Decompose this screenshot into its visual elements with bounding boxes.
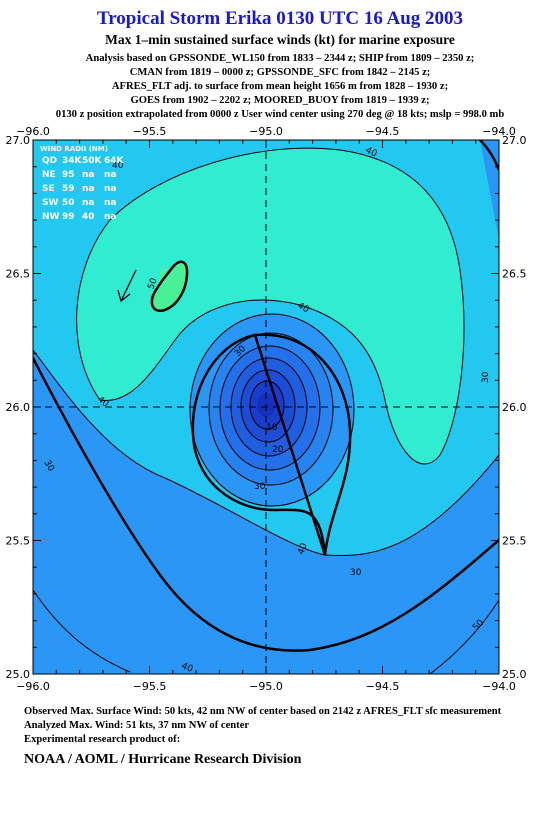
contour-lines xyxy=(33,140,499,674)
y-tick-label-left: 25.5 xyxy=(6,535,31,548)
x-tick-label-bottom: −94.0 xyxy=(482,680,516,693)
observed-max-wind: Observed Max. Surface Wind: 50 kts, 42 n… xyxy=(24,706,502,717)
contour-label: 10 xyxy=(266,423,278,433)
wind-radii-column: 64K xyxy=(104,156,125,166)
analysis-line-4: GOES from 1902 – 2202 z; MOORED_BUOY fro… xyxy=(130,95,430,106)
y-tick-label-left: 26.0 xyxy=(6,401,31,414)
contour-label: 40 xyxy=(180,661,194,674)
wind-radii-cell: 59 xyxy=(62,184,75,194)
wind-radii-cell: na xyxy=(104,170,116,180)
wind-radii-cell: 95 xyxy=(62,170,75,180)
x-tick-label-top: −96.0 xyxy=(16,125,50,138)
x-tick-label-bottom: −96.0 xyxy=(16,680,50,693)
storm-core xyxy=(190,314,354,506)
wind-radii-cell: na xyxy=(104,198,116,208)
y-tick-label-left: 25.0 xyxy=(6,668,31,681)
x-tick-label-top: −95.0 xyxy=(249,125,283,138)
wind-radii-cell: 50 xyxy=(62,198,75,208)
x-tick-label-top: −94.0 xyxy=(482,125,516,138)
analysis-line-3: AFRES_FLT adj. to surface from mean heig… xyxy=(111,81,449,92)
x-tick-label-bottom: −95.5 xyxy=(133,680,167,693)
wind-radii-column: 50K xyxy=(82,156,103,166)
wind-radii-cell: na xyxy=(82,184,94,194)
contour-label: 30 xyxy=(350,568,362,578)
axis-ticks xyxy=(32,139,500,675)
analysis-line-2: CMAN from 1819 – 0000 z; GPSSONDE_SFC fr… xyxy=(129,67,431,78)
contour-label: 50 xyxy=(146,277,159,291)
wind-radii-cell: na xyxy=(82,170,94,180)
wind-radii-cell: SE xyxy=(42,184,55,194)
wind-radii-cell: na xyxy=(82,198,94,208)
wind-radii-cell: 40 xyxy=(82,212,95,222)
wind-radii-column: QD xyxy=(42,156,57,166)
y-tick-label-left: 26.5 xyxy=(6,268,31,281)
wind-radii-column: 34K xyxy=(62,156,83,166)
x-tick-label-top: −95.5 xyxy=(133,125,167,138)
contour-label: 40 xyxy=(296,542,309,556)
band-left-50 xyxy=(160,268,167,282)
experimental-note: Experimental research product of: xyxy=(24,734,181,745)
wind-radii-cell: na xyxy=(104,212,116,222)
wind-radii-cell: 99 xyxy=(62,212,75,222)
analysis-line-5: 0130 z position extrapolated from 0000 z… xyxy=(55,109,505,120)
contour-label: 40 xyxy=(112,161,124,171)
x-tick-label-bottom: −94.5 xyxy=(366,680,400,693)
wind-radii-cell: SW xyxy=(42,198,58,208)
y-tick-label-right: 27.0 xyxy=(502,134,527,147)
organization: NOAA / AOML / Hurricane Research Divisio… xyxy=(24,752,302,767)
analyzed-max-wind: Analyzed Max. Wind: 51 kts, 37 nm NW of … xyxy=(24,720,250,731)
wind-radii-cell: na xyxy=(104,184,116,194)
analysis-line-1: Analysis based on GPSSONDE_WL150 from 18… xyxy=(85,53,475,64)
x-tick-label-top: −94.5 xyxy=(366,125,400,138)
y-tick-label-left: 27.0 xyxy=(6,134,31,147)
map-subtitle: Max 1–min sustained surface winds (kt) f… xyxy=(105,32,455,47)
contour-label: 30 xyxy=(481,371,491,383)
y-tick-label-right: 26.0 xyxy=(502,401,527,414)
band-40-50 xyxy=(76,148,464,464)
axis-tick-labels: −96.0 −96.0 −95.5 −95.5 −95.0 −95.0 −94.5 −94.5… xyxy=(6,125,527,693)
y-tick-label-right: 25.0 xyxy=(502,668,527,681)
y-tick-label-right: 25.5 xyxy=(502,535,527,548)
center-crosshair xyxy=(33,140,499,674)
wind-radii-cell: NW xyxy=(42,212,60,222)
map-title: Tropical Storm Erika 0130 UTC 16 Aug 200… xyxy=(96,8,464,29)
contour-label: 20 xyxy=(272,445,284,455)
x-tick-label-bottom: −95.0 xyxy=(249,680,283,693)
wind-radii-header: WIND RADII (NM) xyxy=(40,145,108,153)
motion-arrow xyxy=(117,269,137,303)
contour-label: 40 xyxy=(364,146,379,160)
wind-radii-cell: NE xyxy=(42,170,56,180)
contour-label: 30 xyxy=(254,482,266,492)
y-tick-label-right: 26.5 xyxy=(502,268,527,281)
